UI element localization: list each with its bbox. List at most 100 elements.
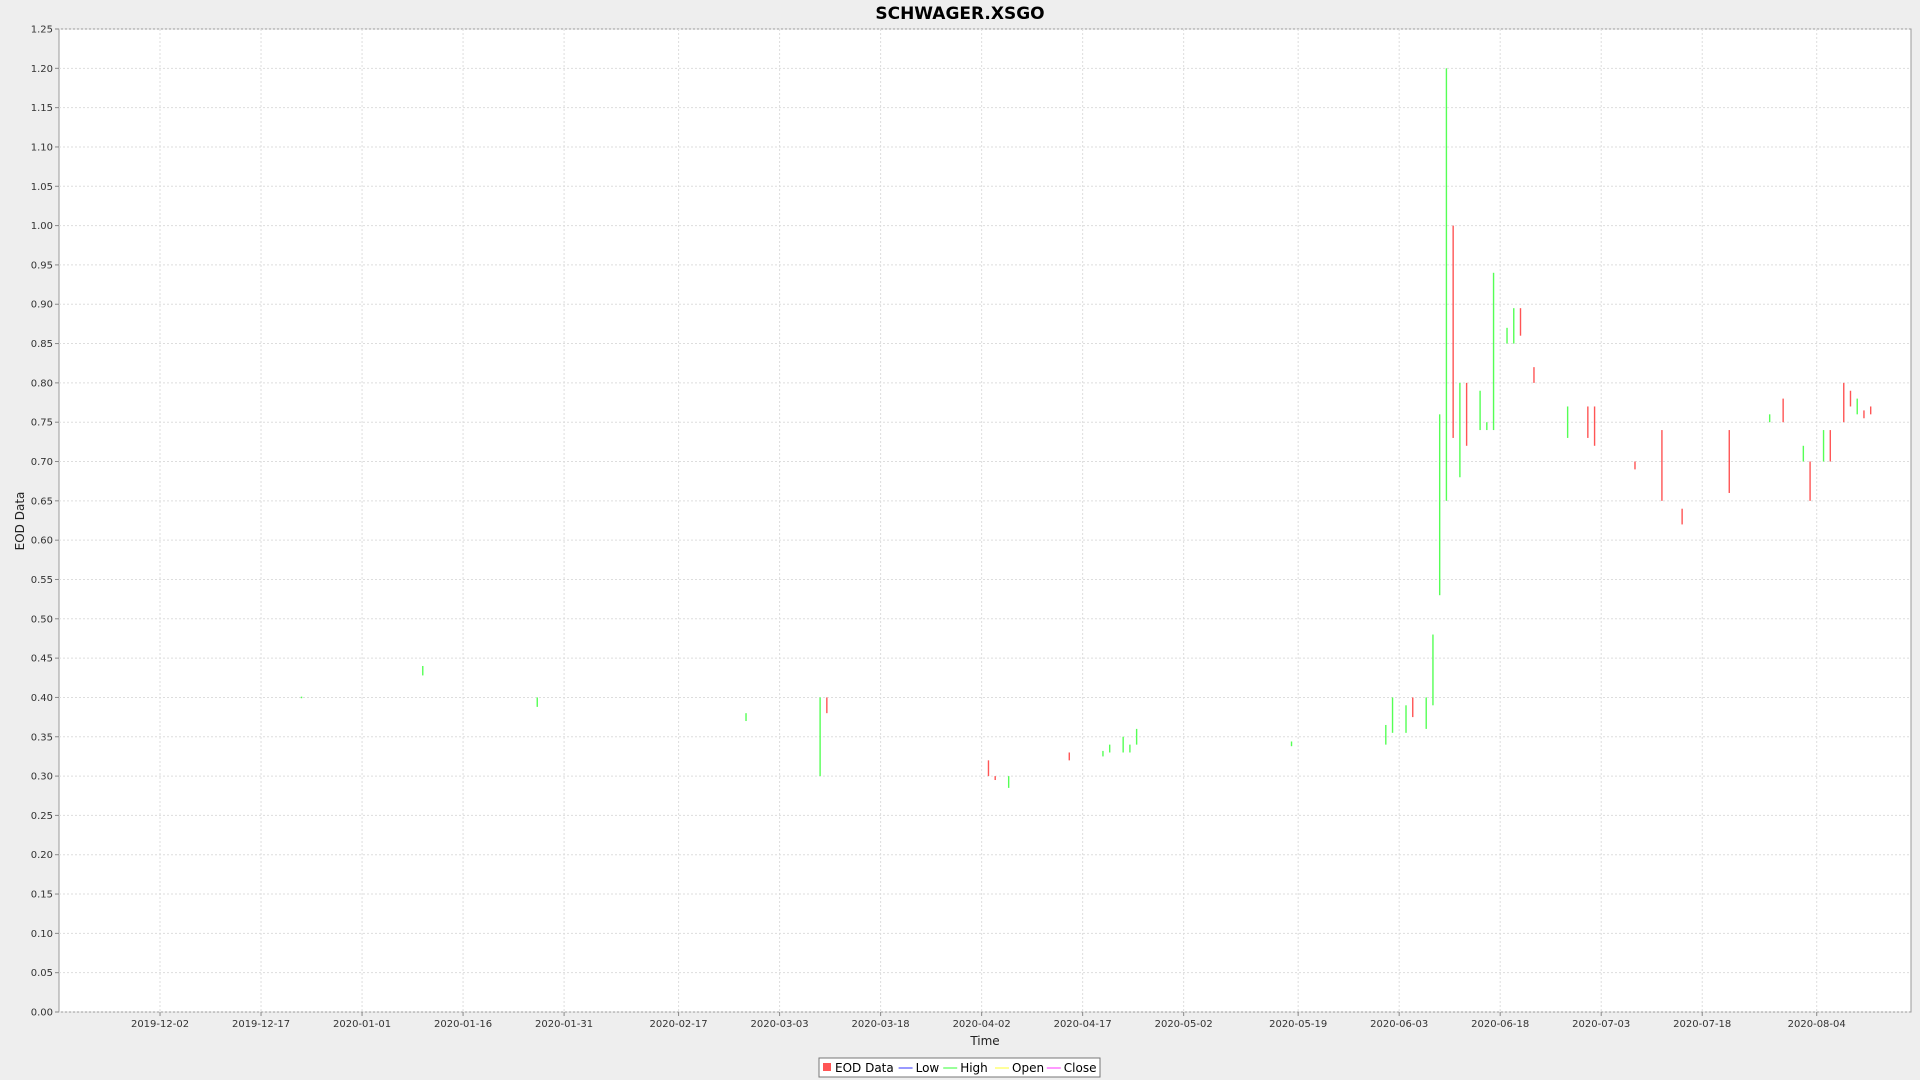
x-tick-label: 2020-04-02 <box>953 1019 1011 1030</box>
price-bar <box>1681 508 1683 525</box>
x-tick-label: 2020-01-31 <box>535 1019 593 1030</box>
price-bar <box>1661 430 1663 501</box>
price-bar <box>987 760 990 777</box>
y-tick-label: 1.20 <box>31 64 53 75</box>
plot-area <box>58 28 1912 1013</box>
y-tick-label: 0.30 <box>31 772 53 783</box>
price-bar <box>1587 406 1589 438</box>
price-bar <box>745 713 747 722</box>
price-bar <box>1486 422 1488 431</box>
price-bar <box>1412 697 1414 718</box>
y-tick-label: 0.50 <box>31 614 53 625</box>
price-bar <box>1425 697 1427 729</box>
price-bar <box>1445 68 1448 501</box>
price-bar <box>1593 406 1596 446</box>
price-bar <box>1135 728 1138 745</box>
price-bar <box>1634 461 1636 470</box>
x-tick-label: 2020-06-18 <box>1471 1019 1529 1030</box>
price-bar <box>1391 697 1394 733</box>
legend: EOD Data Low High Open Close <box>818 1057 1101 1078</box>
price-bar <box>1108 744 1111 753</box>
legend-swatch <box>823 1063 831 1071</box>
price-bar <box>1459 382 1461 478</box>
x-tick-label: 2020-07-03 <box>1572 1019 1630 1030</box>
gridlines <box>59 28 1911 1013</box>
price-bar <box>1492 272 1495 431</box>
y-tick-label: 1.15 <box>31 103 53 114</box>
price-bar <box>1438 414 1441 596</box>
price-bar <box>1843 382 1845 423</box>
price-bar <box>1519 308 1522 336</box>
y-tick-label: 0.15 <box>31 890 53 901</box>
price-bar <box>1129 744 1131 753</box>
chart-title: SCHWAGER.XSGO <box>875 4 1044 24</box>
x-tick-label: 2020-08-04 <box>1788 1019 1846 1030</box>
x-tick-label: 2020-04-17 <box>1054 1019 1112 1030</box>
y-tick-label: 0.10 <box>31 929 53 940</box>
price-bar <box>819 697 821 777</box>
y-tick-label: 0.25 <box>31 811 53 822</box>
legend-label: Close <box>1064 1061 1097 1075</box>
y-tick-label: 0.95 <box>31 260 53 271</box>
y-tick-label: 0.20 <box>31 850 53 861</box>
price-bar <box>1809 461 1811 501</box>
y-tick-label: 0.90 <box>31 300 53 311</box>
y-tick-label: 1.10 <box>31 142 53 153</box>
y-tick-label: 1.05 <box>31 182 53 193</box>
price-bar <box>1290 741 1293 747</box>
x-tick-label: 2019-12-02 <box>131 1019 189 1030</box>
x-axis: 2019-12-02 2019-12-17 2020-01-01 2020-01-16… <box>131 1012 1846 1030</box>
x-tick-label: 2020-03-03 <box>751 1019 809 1030</box>
price-bar <box>1122 736 1124 753</box>
y-tick-label: 0.85 <box>31 339 53 350</box>
y-tick-label: 0.70 <box>31 457 53 468</box>
price-bar <box>1385 724 1387 745</box>
legend-label: EOD Data <box>835 1061 894 1075</box>
y-tick-label: 0.65 <box>31 496 53 507</box>
price-bar <box>1465 382 1468 446</box>
y-tick-label: 0.05 <box>31 968 53 979</box>
x-tick-label: 2020-05-02 <box>1155 1019 1213 1030</box>
legend-label: High <box>960 1061 988 1075</box>
price-bar <box>1102 750 1104 757</box>
price-bar <box>1479 390 1481 431</box>
x-axis-label: Time <box>969 1034 999 1048</box>
price-bar <box>1566 406 1569 438</box>
price-bar <box>1405 705 1407 733</box>
price-bar <box>300 696 303 699</box>
y-tick-label: 0.60 <box>31 536 53 547</box>
price-bar <box>1768 414 1771 423</box>
price-bars <box>300 68 1872 788</box>
x-tick-label: 2020-03-18 <box>852 1019 910 1030</box>
y-tick-label: 0.55 <box>31 575 53 586</box>
x-tick-label: 2020-01-01 <box>333 1019 391 1030</box>
price-bar <box>1869 406 1872 415</box>
y-tick-label: 1.00 <box>31 221 53 232</box>
price-bar <box>1856 398 1858 415</box>
y-axis-label: EOD Data <box>13 492 27 551</box>
y-axis: 0.00 0.05 0.10 0.15 0.20 0.25 0.30 0.35 0.40 0.45… <box>31 25 59 1019</box>
price-bar <box>1432 634 1434 706</box>
price-bar <box>536 697 538 707</box>
price-bar <box>826 697 828 714</box>
price-bar <box>1863 410 1865 419</box>
y-tick-label: 0.80 <box>31 378 53 389</box>
legend-label: Open <box>1012 1061 1044 1075</box>
x-tick-label: 2020-05-19 <box>1269 1019 1327 1030</box>
price-bar <box>1849 390 1852 407</box>
price-bar <box>1068 752 1070 761</box>
legend-label: Low <box>916 1061 940 1075</box>
price-bar <box>1728 430 1730 493</box>
y-tick-label: 0.35 <box>31 732 53 743</box>
x-tick-label: 2020-01-16 <box>434 1019 492 1030</box>
x-tick-label: 2020-06-03 <box>1370 1019 1428 1030</box>
y-tick-label: 1.25 <box>31 25 53 36</box>
x-tick-label: 2020-07-18 <box>1673 1019 1731 1030</box>
x-tick-label: 2019-12-17 <box>232 1019 290 1030</box>
price-bar <box>1533 367 1535 383</box>
y-tick-label: 0.00 <box>31 1008 53 1019</box>
legend-box <box>818 1057 1101 1078</box>
price-bar <box>422 665 424 676</box>
price-bar <box>994 776 996 781</box>
